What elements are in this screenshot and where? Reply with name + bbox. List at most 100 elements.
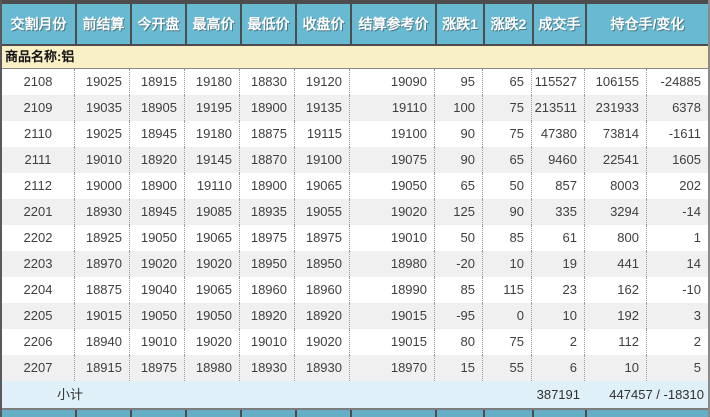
table-cell: 19100 bbox=[350, 121, 435, 147]
table-cell: -10 bbox=[682, 282, 701, 297]
strip-cell bbox=[532, 410, 585, 417]
table-cell: 73814 bbox=[585, 121, 647, 147]
table-cell: 65 bbox=[435, 173, 483, 199]
table-cell: 18915 bbox=[130, 69, 185, 95]
table-cell: 61 bbox=[532, 225, 585, 251]
table-cell: 85 bbox=[483, 225, 532, 251]
table-cell: 90 bbox=[483, 199, 532, 225]
table-cell: 857 bbox=[532, 173, 585, 199]
table-cell: 2206 bbox=[2, 329, 75, 355]
table-cell: 19025 bbox=[75, 121, 130, 147]
table-cell: 115 bbox=[483, 277, 532, 303]
table-cell: 18980 bbox=[350, 251, 435, 277]
header-cell-6: 结算参考价 bbox=[350, 4, 435, 44]
table-cell: 19065 bbox=[185, 225, 240, 251]
table-cell: 18900 bbox=[130, 173, 185, 199]
product-name-row: 商品名称:铝 bbox=[2, 46, 708, 69]
table-cell: 47380 bbox=[532, 121, 585, 147]
table-row-2203: 2203 18970 19020 19020 18950 18950 18980 -20 10 1… bbox=[2, 251, 708, 277]
table-cell: 19020 bbox=[350, 199, 435, 225]
table-cell: 19195 bbox=[185, 95, 240, 121]
table-cell: 231933 bbox=[585, 95, 647, 121]
table-cell: 18980 bbox=[185, 355, 240, 381]
table-cell: 192 bbox=[585, 303, 647, 329]
table-cell: 18925 bbox=[75, 225, 130, 251]
table-cell: 19015 bbox=[350, 329, 435, 355]
table-cell: 19010 bbox=[130, 329, 185, 355]
table-cell: 19020 bbox=[185, 251, 240, 277]
table-cell: 18960 bbox=[295, 277, 350, 303]
table-cell: 19050 bbox=[185, 303, 240, 329]
table-cell: 19050 bbox=[130, 303, 185, 329]
table-cell: 15 bbox=[435, 355, 483, 381]
table-cell: 14 bbox=[686, 256, 701, 271]
subtotal-volume: 387191 bbox=[536, 387, 580, 402]
table-cell: 3294 bbox=[585, 199, 647, 225]
table-row-2202: 2202 18925 19050 19065 18975 18975 19010 50 85 61… bbox=[2, 225, 708, 251]
table-cell: 18870 bbox=[240, 147, 295, 173]
table-cell: 202 bbox=[679, 178, 701, 193]
table-cell: 18970 bbox=[350, 355, 435, 381]
table-cell: 75 bbox=[483, 329, 532, 355]
table-cell: 19180 bbox=[185, 69, 240, 95]
subtotal-row: 小计 387191 447457 / -18310 bbox=[2, 381, 708, 408]
table-cell: 18830 bbox=[240, 69, 295, 95]
table-cell: 9460 bbox=[532, 147, 585, 173]
table-cell: 19075 bbox=[350, 147, 435, 173]
table-cell: 19010 bbox=[350, 225, 435, 251]
table-cell: 2205 bbox=[2, 303, 75, 329]
table-cell: 125 bbox=[435, 199, 483, 225]
strip-cell bbox=[2, 410, 75, 417]
header-row: 交割月份 前结算 今开盘 最高价 最低价 收盘价 结算参考价 涨跌1 涨跌2 成交手 持仓手/变化 bbox=[2, 4, 708, 46]
table-cell: 19015 bbox=[75, 303, 130, 329]
table-cell: 18935 bbox=[240, 199, 295, 225]
table-cell: 18950 bbox=[295, 251, 350, 277]
table-cell: 18940 bbox=[75, 329, 130, 355]
header-cell-1: 前结算 bbox=[75, 4, 130, 44]
table-body: 2108 19025 18915 19180 18830 19120 19090 95 65 11… bbox=[2, 69, 708, 381]
subtotal-open-interest-change: 447457 / -18310 bbox=[609, 387, 704, 402]
header-cell-9: 成交手 bbox=[532, 4, 585, 44]
table-row-2112: 2112 19000 18900 19110 18900 19065 19050 65 50 85… bbox=[2, 173, 708, 199]
table-cell: 5 bbox=[693, 360, 701, 375]
table-cell: 75 bbox=[483, 95, 532, 121]
table-cell: -24885 bbox=[660, 74, 701, 89]
table-cell: 106155 bbox=[585, 69, 647, 95]
table-cell: 18930 bbox=[295, 355, 350, 381]
table-cell: 18975 bbox=[130, 355, 185, 381]
table-cell: 2207 bbox=[2, 355, 75, 381]
table-cell: 441 bbox=[585, 251, 647, 277]
table-cell: 6378 bbox=[672, 100, 701, 115]
table-cell: 18950 bbox=[240, 251, 295, 277]
table-cell: 75 bbox=[483, 121, 532, 147]
table-cell: 19055 bbox=[295, 199, 350, 225]
table-cell: 22541 bbox=[585, 147, 647, 173]
table-cell: 6 bbox=[532, 355, 585, 381]
table-cell: 19050 bbox=[130, 225, 185, 251]
table-cell: 19010 bbox=[240, 329, 295, 355]
header-cell-2: 今开盘 bbox=[130, 4, 185, 44]
table-cell: 19025 bbox=[75, 69, 130, 95]
table-cell: 2203 bbox=[2, 251, 75, 277]
table-cell: 18930 bbox=[75, 199, 130, 225]
strip-cell bbox=[483, 410, 532, 417]
table-cell: 0 bbox=[483, 303, 532, 329]
table-cell: 2201 bbox=[2, 199, 75, 225]
table-cell: 95 bbox=[435, 69, 483, 95]
next-table-strip bbox=[2, 410, 708, 417]
table-cell: 10 bbox=[585, 355, 647, 381]
table-row-2205: 2205 19015 19050 19050 18920 18920 19015 -95 0 10… bbox=[2, 303, 708, 329]
table-cell: 213511 bbox=[532, 95, 585, 121]
table-row-2206: 2206 18940 19010 19020 19010 19020 19015 80 75 2 1… bbox=[2, 329, 708, 355]
table-cell: 65 bbox=[483, 69, 532, 95]
table-cell: 19 bbox=[532, 251, 585, 277]
table-cell: 19010 bbox=[75, 147, 130, 173]
table-cell: 8003 bbox=[585, 173, 647, 199]
table-cell: 2111 bbox=[2, 147, 75, 173]
table-cell: 19050 bbox=[350, 173, 435, 199]
table-row-2108: 2108 19025 18915 19180 18830 19120 19090 95 65 11… bbox=[2, 69, 708, 95]
table-cell: 19110 bbox=[350, 95, 435, 121]
table-cell: 19065 bbox=[185, 277, 240, 303]
table-cell: 18875 bbox=[75, 277, 130, 303]
table-cell: 2108 bbox=[2, 69, 75, 95]
